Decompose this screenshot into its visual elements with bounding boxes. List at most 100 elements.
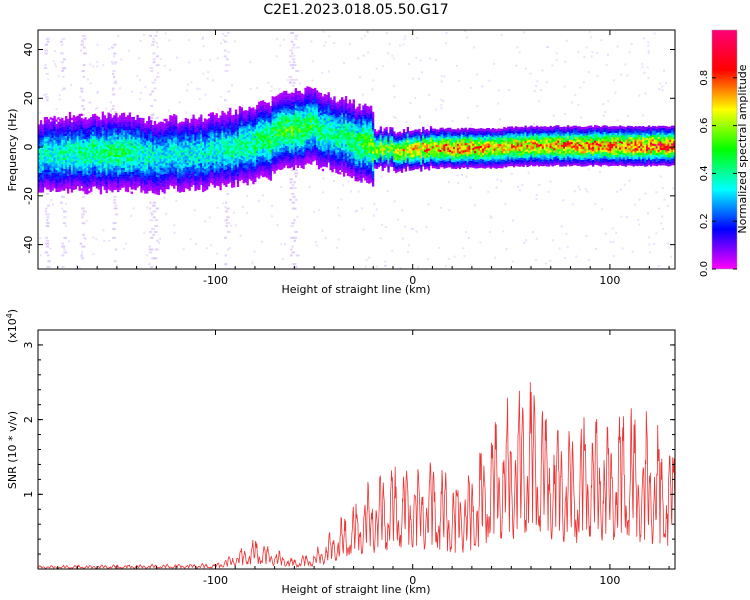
heatmap-cell: [134, 150, 137, 153]
heatmap-cell: [66, 169, 70, 172]
heatmap-streak-cell: [45, 213, 50, 216]
heatmap-cell: [109, 116, 112, 119]
heatmap-speckle: [343, 62, 346, 65]
heatmap-speckle: [596, 75, 599, 78]
heatmap-cell: [231, 123, 234, 127]
heatmap-cell: [128, 138, 132, 142]
heatmap-cell: [76, 126, 79, 130]
heatmap-speckle: [261, 194, 264, 197]
heatmap-speckle: [130, 214, 133, 217]
heatmap-cell: [122, 112, 126, 116]
heatmap-cell: [51, 122, 54, 125]
heatmap-cell: [49, 139, 52, 142]
heatmap-cell: [115, 172, 118, 175]
heatmap-cell: [223, 171, 226, 175]
heatmap-cell: [190, 136, 193, 139]
heatmap-cell: [39, 175, 43, 178]
heatmap-cell: [109, 124, 112, 128]
heatmap-cell: [107, 112, 110, 115]
heatmap-cell: [211, 158, 215, 161]
heatmap-cell: [151, 127, 155, 130]
heatmap-cell: [55, 150, 58, 153]
heatmap-cell: [70, 168, 74, 171]
heatmap-cell: [86, 187, 89, 190]
heatmap-cell: [180, 178, 184, 181]
heatmap-cell: [242, 132, 245, 135]
heatmap-cell: [265, 107, 269, 110]
heatmap-cell: [124, 189, 128, 192]
heatmap-cell: [155, 163, 159, 166]
heatmap-speckle: [648, 243, 651, 246]
heatmap-cell: [124, 182, 128, 186]
heatmap-cell: [148, 116, 151, 119]
heatmap-cell: [259, 118, 263, 121]
heatmap-streak-cell: [60, 43, 64, 46]
heatmap-speckle: [621, 247, 624, 250]
heatmap-cell: [184, 153, 188, 156]
heatmap-cell: [207, 127, 211, 130]
heatmap-cell: [186, 136, 189, 139]
heatmap-cell: [246, 183, 249, 186]
heatmap-cell: [163, 171, 166, 174]
heatmap-speckle: [51, 203, 54, 206]
heatmap-cell: [84, 117, 87, 120]
heatmap-cell: [171, 144, 174, 147]
heatmap-cell: [211, 118, 215, 122]
heatmap-speckle: [219, 42, 222, 45]
heatmap-cell: [261, 102, 265, 105]
heatmap-speckle: [89, 82, 92, 85]
heatmap-cell: [101, 144, 104, 147]
heatmap-cell: [190, 169, 193, 172]
heatmap-cell: [225, 136, 228, 139]
heatmap-cell: [49, 180, 52, 184]
heatmap-cell: [265, 151, 269, 154]
heatmap-cell: [103, 141, 106, 144]
heatmap-cell: [146, 189, 149, 192]
heatmap-cell: [99, 137, 103, 140]
heatmap-cell: [265, 149, 269, 152]
heatmap-cell: [219, 124, 222, 127]
heatmap-cell: [231, 161, 234, 164]
heatmap-cell: [59, 143, 62, 146]
heatmap-cell: [198, 148, 201, 151]
heatmap-speckle: [619, 73, 622, 76]
heatmap-streak-cell: [60, 195, 65, 198]
heatmap-cell: [148, 120, 151, 123]
heatmap-cell: [39, 183, 43, 187]
heatmap-cell: [80, 161, 83, 165]
heatmap-cell: [244, 173, 247, 177]
heatmap-speckle: [342, 184, 345, 187]
heatmap-cell: [227, 133, 230, 136]
heatmap-streak-cell: [113, 75, 116, 78]
heatmap-cell: [82, 136, 85, 139]
heatmap-speckle: [461, 173, 464, 176]
heatmap-cell: [76, 166, 79, 169]
heatmap-cell: [263, 101, 267, 105]
heatmap-cell: [153, 186, 157, 190]
heatmap-cell: [103, 163, 106, 166]
heatmap-cell: [51, 164, 54, 167]
heatmap-speckle: [204, 93, 207, 96]
heatmap-cell: [140, 163, 143, 167]
heatmap-cell: [153, 169, 157, 172]
heatmap-speckle: [397, 218, 400, 221]
heatmap-cell: [138, 126, 141, 129]
heatmap-cell: [153, 140, 157, 144]
heatmap-speckle: [173, 231, 176, 234]
heatmap-speckle: [202, 72, 205, 75]
heatmap-cell: [76, 144, 79, 147]
heatmap-speckle: [222, 32, 225, 35]
heatmap-cell: [192, 156, 195, 159]
heatmap-cell: [221, 113, 224, 116]
heatmap-cell: [261, 104, 265, 107]
heatmap-cell: [93, 162, 97, 165]
heatmap-speckle: [647, 49, 650, 52]
heatmap-cell: [242, 154, 245, 157]
heatmap-cell: [265, 127, 269, 130]
heatmap-cell: [159, 174, 162, 177]
heatmap-cell: [132, 130, 135, 133]
heatmap-cell: [136, 119, 139, 122]
heatmap-cell: [242, 145, 245, 149]
heatmap-cell: [93, 118, 97, 121]
heatmap-cell: [109, 113, 112, 117]
